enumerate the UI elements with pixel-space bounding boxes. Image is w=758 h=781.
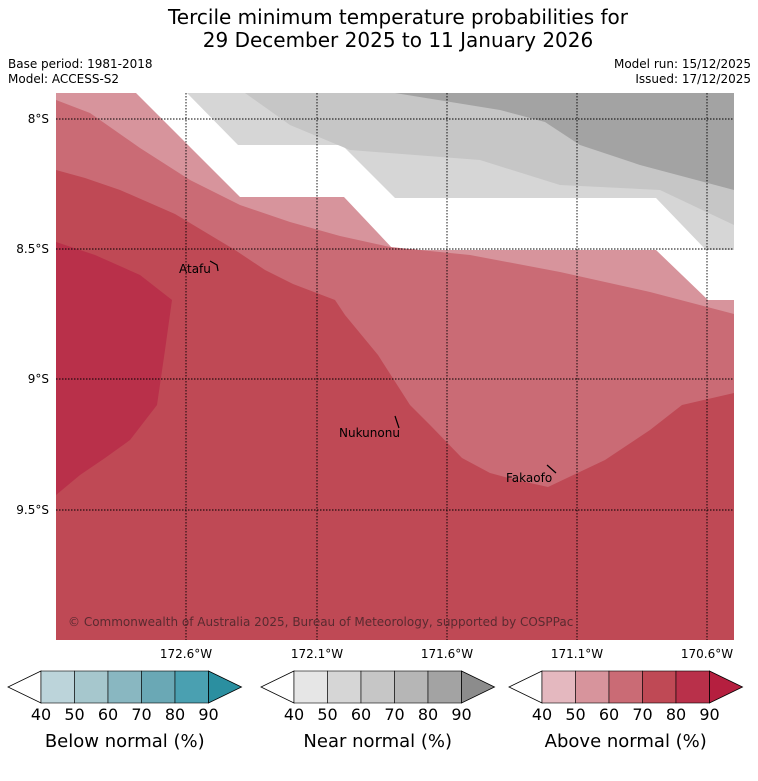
- lon-label-171-1: 171.1°W: [551, 647, 603, 661]
- above-normal-band-70: [56, 170, 734, 640]
- island-shapes: [209, 260, 557, 474]
- title-line-1: Tercile minimum temperature probabilitie…: [167, 5, 629, 29]
- issued-date: Issued: 17/12/2025: [635, 72, 751, 86]
- nukunonu-atoll: [394, 415, 400, 429]
- model-name: Model: ACCESS-S2: [8, 72, 120, 86]
- lat-label-8: 8°S: [28, 112, 49, 126]
- copyright-notice: © Commonwealth of Australia 2025, Bureau…: [68, 615, 573, 629]
- lat-label-8-5: 8.5°S: [16, 242, 49, 256]
- lon-label-171-6: 171.6°W: [421, 647, 473, 661]
- colorbar-above-segment: [575, 670, 610, 704]
- colorbar-below-label: Below normal (%): [45, 731, 205, 752]
- colorbar-below-low-extend: [7, 670, 42, 704]
- colorbar-above-segment: [608, 670, 643, 704]
- meta-left: Base period: 1981-2018 Model: ACCESS-S2: [8, 57, 153, 87]
- colorbar-near-tick: 50: [317, 705, 337, 724]
- colorbar-below-segment: [107, 670, 142, 704]
- lon-label-172-6: 172.6°W: [160, 647, 212, 661]
- colorbar-above-high-extend: [709, 670, 744, 704]
- lat-label-9: 9°S: [28, 372, 49, 386]
- grid-lines: [56, 93, 734, 640]
- colorbar-near-tick: 90: [451, 705, 471, 724]
- colorbar-near-segment: [394, 670, 429, 704]
- colorbar-below-tick: 90: [198, 705, 218, 724]
- colorbar-below-segment: [141, 670, 176, 704]
- colorbar-below-segment: [40, 670, 75, 704]
- colorbar-near-tick: 60: [351, 705, 371, 724]
- colorbars: 40 50 60 70 80 90 Below normal (%) 40 50 60 70 80 90…: [7, 670, 744, 752]
- lon-label-172-1: 172.1°W: [291, 647, 343, 661]
- colorbar-below-tick: 70: [131, 705, 151, 724]
- colorbar-below: 40 50 60 70 80 90 Below normal (%): [7, 670, 243, 752]
- place-label-fakaofo: Fakaofo: [506, 471, 552, 485]
- colorbar-below-high-extend: [208, 670, 243, 704]
- colorbar-above-tick: 40: [532, 705, 552, 724]
- colorbar-below-tick: 50: [64, 705, 84, 724]
- colorbar-below-tick: 40: [31, 705, 51, 724]
- near-normal-band-70: [395, 93, 734, 190]
- base-period: Base period: 1981-2018: [8, 57, 153, 71]
- colorbar-above-tick: 80: [666, 705, 686, 724]
- colorbar-near-tick: 80: [418, 705, 438, 724]
- lon-labels: 172.6°W 172.1°W 171.6°W 171.1°W 170.6°W: [160, 647, 733, 661]
- colorbar-below-tick: 80: [165, 705, 185, 724]
- place-label-nukunonu: Nukunonu: [339, 426, 400, 440]
- colorbar-near-high-extend: [461, 670, 496, 704]
- meta-right: Model run: 15/12/2025 Issued: 17/12/2025: [614, 57, 751, 87]
- colorbar-above-low-extend: [508, 670, 543, 704]
- colorbar-near-tick: 70: [384, 705, 404, 724]
- colorbar-below-segment: [174, 670, 209, 704]
- colorbar-above-segment: [642, 670, 677, 704]
- colorbar-above-label: Above normal (%): [545, 731, 707, 752]
- colorbar-near: 40 50 60 70 80 90 Near normal (%): [260, 670, 496, 752]
- colorbar-near-label: Near normal (%): [303, 731, 452, 752]
- colorbar-below-segment: [74, 670, 109, 704]
- colorbar-near-segment: [293, 670, 328, 704]
- colorbar-above-tick: 50: [565, 705, 585, 724]
- colorbar-near-segment: [427, 670, 462, 704]
- colorbar-above-tick: 90: [699, 705, 719, 724]
- colorbar-above-segment: [675, 670, 710, 704]
- colorbar-near-segment: [327, 670, 362, 704]
- map-title: Tercile minimum temperature probabilitie…: [0, 6, 758, 52]
- lat-labels: 8°S 8.5°S 9°S 9.5°S: [16, 112, 49, 517]
- fakaofo-atoll: [546, 464, 557, 474]
- title-line-2: 29 December 2025 to 11 January 2026: [202, 28, 594, 52]
- colorbar-above-tick: 70: [632, 705, 652, 724]
- colorbar-above-segment: [541, 670, 576, 704]
- colorbar-near-low-extend: [260, 670, 295, 704]
- colorbar-above-tick: 60: [599, 705, 619, 724]
- colorbar-below-tick: 60: [98, 705, 118, 724]
- atafu-atoll: [209, 260, 219, 272]
- place-label-atafu: Atafu: [179, 262, 211, 276]
- lon-label-170-6: 170.6°W: [681, 647, 733, 661]
- map-area: Atafu Nukunonu Fakaofo © Commonwealth of…: [56, 93, 734, 640]
- colorbar-near-tick: 40: [284, 705, 304, 724]
- above-normal-band-80: [56, 242, 172, 495]
- model-run: Model run: 15/12/2025: [613, 57, 751, 71]
- colorbar-near-segment: [360, 670, 395, 704]
- lat-label-9-5: 9.5°S: [16, 503, 49, 517]
- colorbar-above: 40 50 60 70 80 90 Above normal (%): [508, 670, 744, 752]
